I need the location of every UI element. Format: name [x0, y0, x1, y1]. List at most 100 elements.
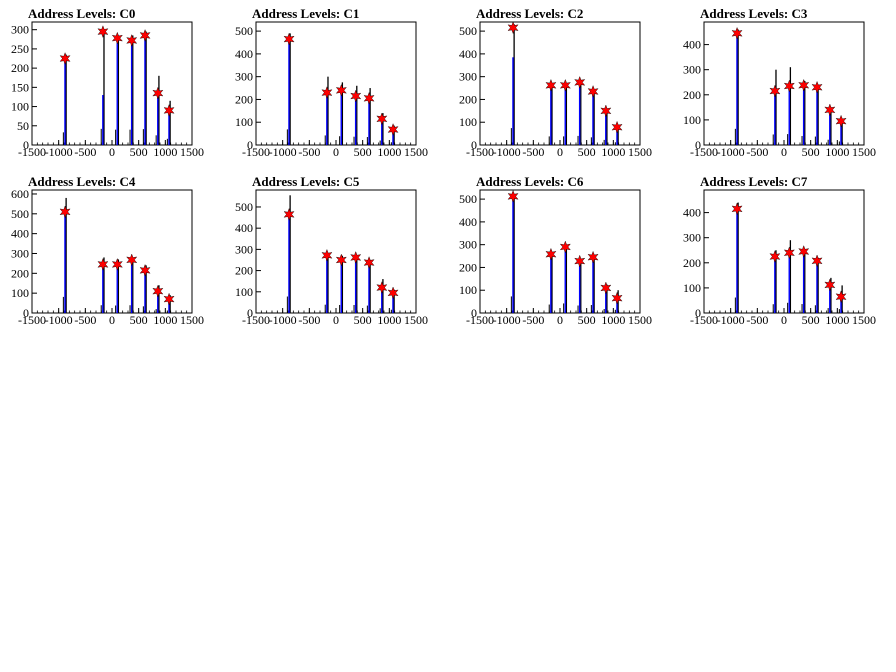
y-tick-label: 500 [235, 24, 253, 38]
peak-star-marker [731, 26, 743, 40]
blue-spike [381, 117, 383, 145]
black-spike [382, 279, 384, 313]
y-tick-label: 100 [235, 115, 253, 129]
blue-spike [64, 58, 66, 145]
black-side-bin [801, 136, 803, 145]
y-tick-label: 100 [459, 283, 477, 297]
blue-spike [354, 257, 357, 313]
x-tick-label: -1000 [269, 145, 297, 159]
x-tick-label: -1000 [45, 313, 73, 327]
y-tick-label: 500 [235, 200, 253, 214]
y-tick-label: 300 [235, 70, 253, 84]
panel-c2: Address Levels: C2-1500-1000 -500 0 500 1000… [459, 6, 652, 159]
black-side-bin [827, 139, 829, 145]
black-spike [737, 202, 739, 313]
black-side-bin [827, 308, 829, 313]
blue-spike [592, 258, 594, 313]
peak-star-marker [126, 253, 138, 267]
y-tick-label: 100 [235, 285, 253, 299]
blue-spike [605, 287, 607, 313]
x-tick-label: 1500 [404, 313, 428, 327]
y-tick-label: 0 [695, 138, 701, 152]
black-spike [593, 256, 595, 313]
x-tick-label: -1500 [466, 313, 494, 327]
peak-star-marker [139, 29, 151, 42]
black-side-bin [734, 128, 736, 145]
black-spike [580, 259, 582, 313]
black-side-bin [339, 304, 341, 313]
peak-star-marker [111, 258, 123, 271]
black-spike [606, 108, 608, 145]
y-tick-label: 500 [11, 207, 29, 221]
blue-spike [829, 282, 831, 313]
blue-spike [64, 209, 66, 313]
peak-star-marker [587, 85, 599, 98]
blue-spike [381, 285, 383, 313]
peak-star-marker [97, 25, 109, 38]
black-spike [737, 29, 739, 146]
black-spike [169, 295, 171, 313]
black-spike [804, 80, 806, 145]
y-tick-label: 600 [11, 187, 29, 201]
black-side-bin [548, 304, 550, 313]
x-tick-label: 1000 [153, 145, 177, 159]
black-spike [551, 83, 553, 145]
blue-spike [616, 127, 618, 145]
peak-star-marker [731, 202, 743, 216]
black-spike [551, 252, 553, 313]
x-tick-label: 0 [109, 145, 115, 159]
x-tick-label: 500 [578, 145, 596, 159]
peak-star-marker [163, 104, 175, 117]
peak-star-marker [139, 263, 151, 277]
y-tick-label: 0 [471, 306, 477, 320]
black-side-bin [62, 296, 64, 313]
peak-star-marker [363, 256, 375, 269]
y-tick-label: 0 [247, 306, 253, 320]
peak-star-marker [798, 78, 810, 92]
blue-spike [829, 111, 831, 145]
peak-star-marker [507, 189, 519, 203]
blue-spike [802, 251, 805, 313]
black-spike [289, 33, 291, 146]
black-spike [775, 250, 777, 313]
x-tick-label: 1500 [180, 145, 204, 159]
peak-star-marker [559, 240, 571, 254]
blue-spike [774, 256, 776, 313]
black-side-bin [129, 305, 131, 313]
peak-star-marker [611, 291, 623, 305]
blue-spike [816, 261, 818, 313]
x-tick-label: -1500 [242, 313, 270, 327]
black-spike [513, 194, 515, 313]
black-spike [356, 85, 358, 145]
x-tick-label: 500 [578, 313, 596, 327]
black-spike [817, 84, 819, 145]
black-side-bin [814, 136, 816, 145]
peak-star-marker [376, 281, 388, 294]
x-tick-label: 0 [109, 313, 115, 327]
y-tick-label: 500 [459, 24, 477, 38]
panel-c5: Address Levels: C5-1500-1000 -500 0 500 1000… [235, 174, 428, 327]
peak-star-marker [545, 247, 557, 261]
black-spike [565, 83, 568, 145]
peak-star-marker [59, 205, 71, 219]
x-tick-label: 500 [354, 145, 372, 159]
black-side-bin [563, 303, 565, 313]
black-side-bin [339, 136, 341, 145]
black-side-bin [814, 305, 816, 313]
black-side-bin [563, 136, 565, 145]
peak-star-marker [835, 114, 847, 128]
y-tick-label: 400 [459, 47, 477, 61]
blue-spike [550, 254, 552, 313]
black-spike [65, 197, 67, 313]
black-side-bin [390, 142, 392, 145]
black-side-bin [603, 139, 605, 145]
peak-star-marker [335, 83, 347, 97]
x-tick-label: 1000 [825, 313, 849, 327]
black-spike [356, 255, 358, 313]
black-spike [103, 257, 105, 313]
y-tick-label: 300 [11, 246, 29, 260]
peak-star-marker [152, 284, 164, 298]
black-side-bin [166, 138, 168, 145]
peak-star-marker [507, 21, 519, 35]
peak-star-marker [163, 292, 175, 306]
